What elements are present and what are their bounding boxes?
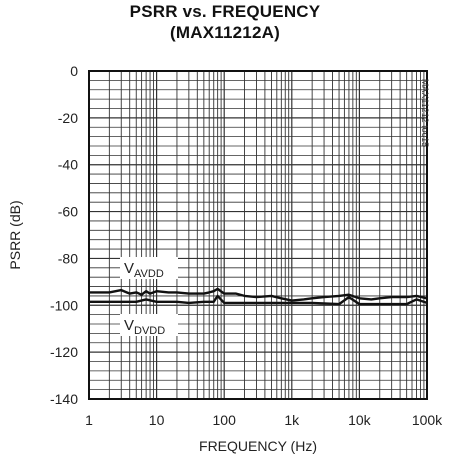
chart-title: PSRR vs. FREQUENCY (129, 2, 321, 21)
y-tick-label: -140 (50, 391, 78, 407)
grid (88, 70, 427, 400)
x-tick-label: 10 (149, 412, 165, 428)
plot-frame (88, 70, 428, 400)
x-tick-label: 1 (85, 412, 93, 428)
y-tick-label: -60 (58, 204, 78, 220)
series-line-vdvdd (89, 294, 428, 306)
x-tick-label: 100k (412, 412, 443, 428)
x-tick-label: 1k (284, 412, 300, 428)
y-tick-label: 0 (70, 63, 78, 79)
x-tick-labels: 1 10 100 1k 10k 100k (85, 412, 443, 428)
series-label-vdvdd: VDVDD (124, 317, 165, 337)
x-axis-label: FREQUENCY (Hz) (199, 438, 317, 454)
series-label-vavdd: VAVDD (124, 260, 164, 280)
y-tick-label: -120 (50, 344, 78, 360)
y-tick-label: -80 (58, 250, 78, 266)
y-tick-labels: 0 -20 -40 -60 -80 -100 -120 -140 (50, 63, 78, 407)
y-tick-label: -40 (58, 157, 78, 173)
y-tick-label: -100 (50, 297, 78, 313)
chart-subtitle: (MAX11212A) (170, 23, 280, 42)
series-label-background (120, 257, 178, 279)
figure-code-note: MAX11212 toc15 (420, 79, 430, 147)
y-tick-label: -20 (58, 110, 78, 126)
series-line-vavdd (89, 287, 428, 302)
y-axis-label: PSRR (dB) (7, 200, 23, 269)
x-tick-label: 100 (213, 412, 237, 428)
series-label-background (120, 314, 178, 336)
series-labels: VAVDD VDVDD (120, 257, 178, 337)
series-lines (89, 287, 428, 306)
x-tick-label: 10k (348, 412, 372, 428)
